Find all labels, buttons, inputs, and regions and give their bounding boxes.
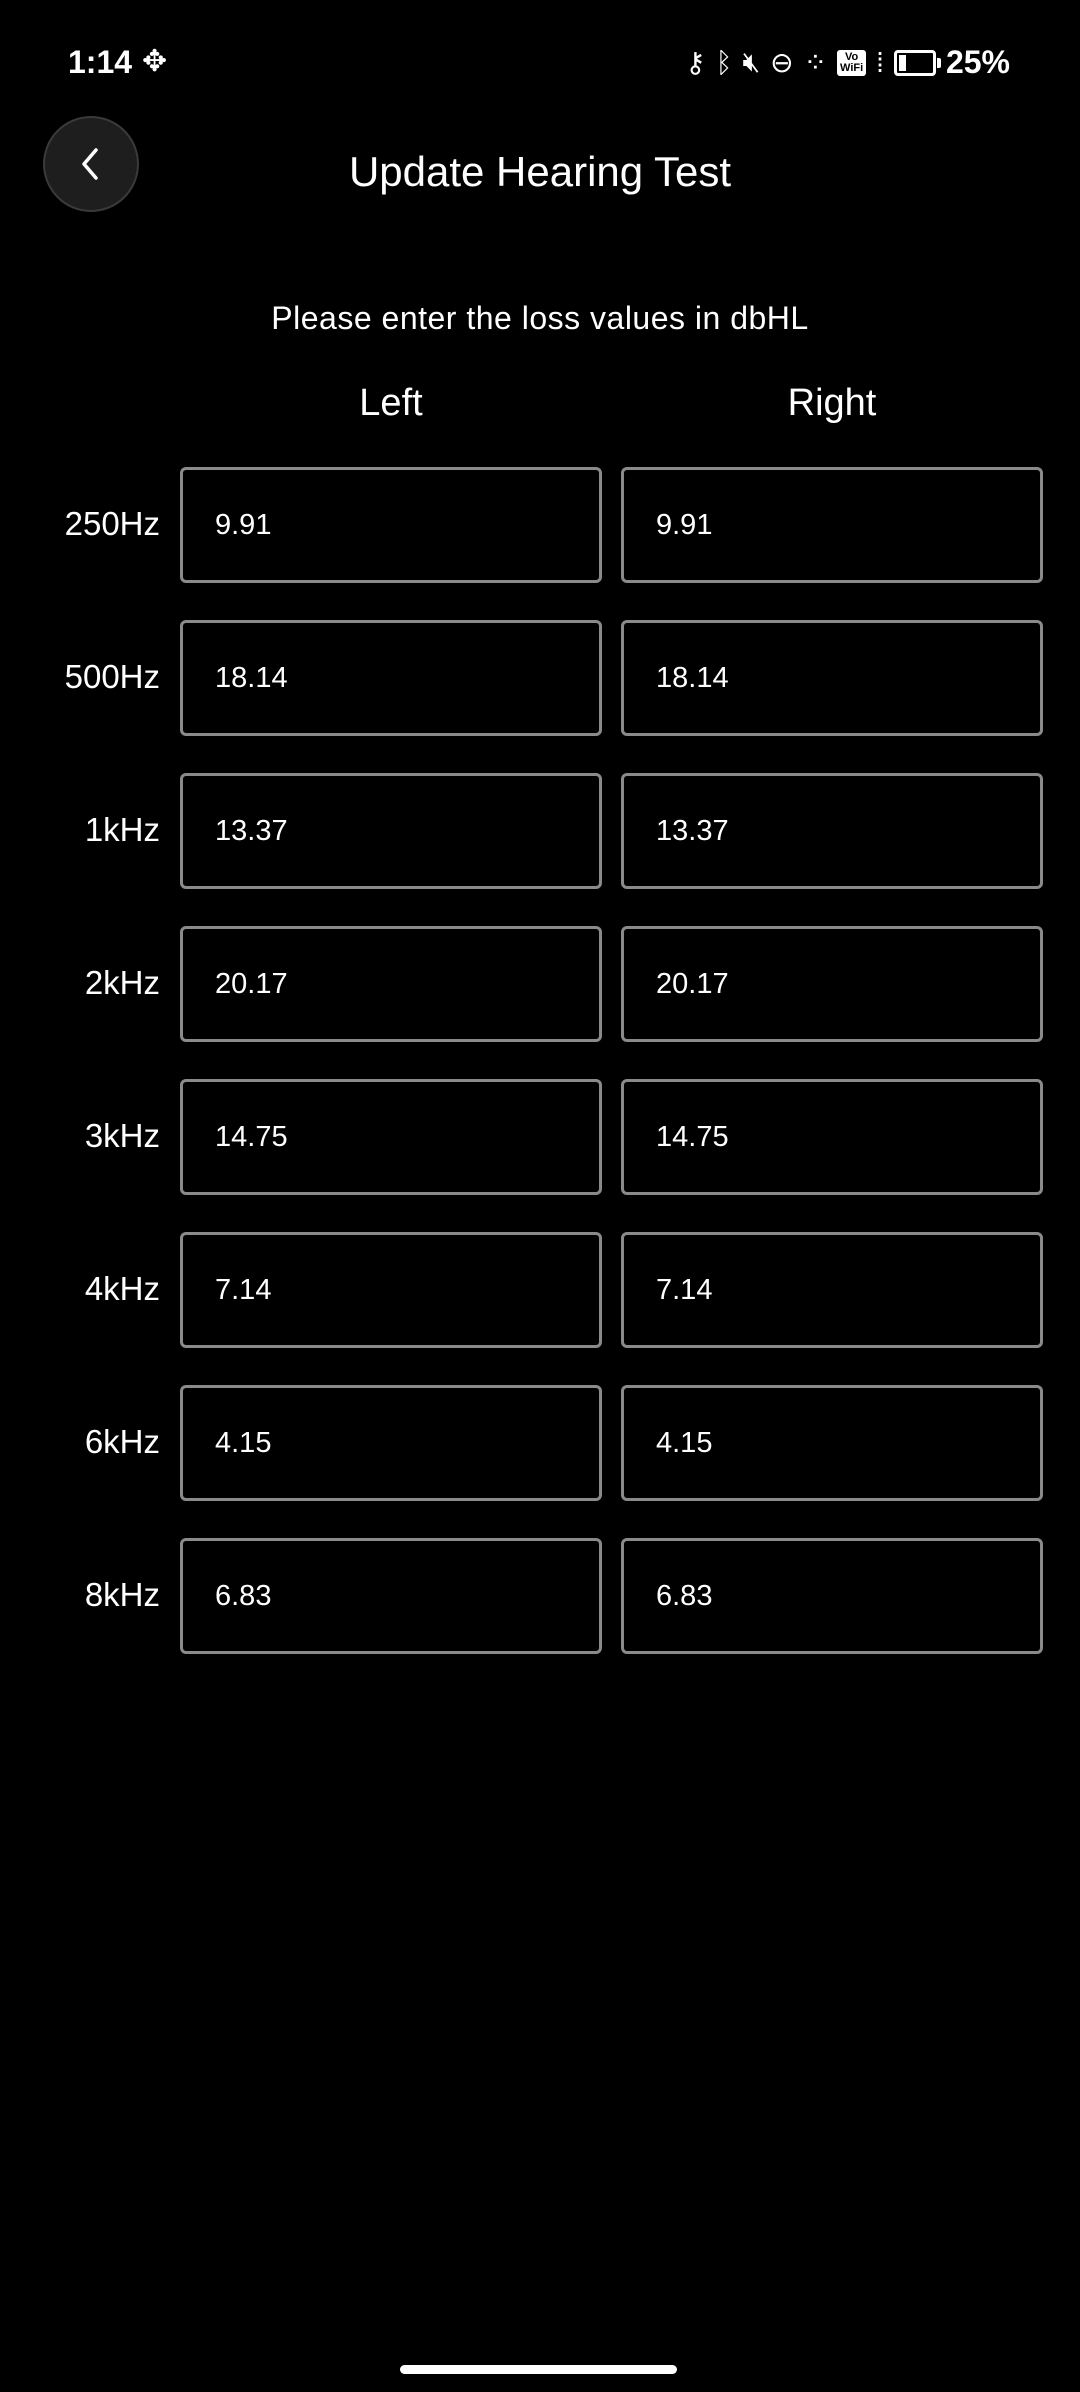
status-icons: ⚷ ᛒ 🔇︎ ⊖ ⁘ Vo WiFi ⁞ 25% <box>685 44 1010 81</box>
left-value-input[interactable]: 18.14 <box>180 620 602 736</box>
left-value-text: 18.14 <box>215 661 288 694</box>
right-value-input[interactable]: 9.91 <box>621 467 1043 583</box>
frequency-label: 3kHz <box>84 1117 160 1154</box>
frequency-row: 2kHz 20.17 20.17 <box>0 926 1080 1042</box>
frequency-label: 500Hz <box>64 658 160 695</box>
left-value-input[interactable]: 9.91 <box>180 467 602 583</box>
frequency-label: 250Hz <box>64 505 160 542</box>
frequency-row: 1kHz 13.37 13.37 <box>0 773 1080 889</box>
right-value-text: 13.37 <box>656 814 729 847</box>
instruction-text: Please enter the loss values in dbHL <box>271 300 809 336</box>
right-value-text: 9.91 <box>656 508 713 541</box>
mute-icon: 🔇︎ <box>742 46 761 77</box>
bluetooth-icon: ᛒ <box>715 46 733 78</box>
frequency-row: 4kHz 7.14 7.14 <box>0 1232 1080 1348</box>
status-time: 1:14 <box>68 44 133 80</box>
right-value-input[interactable]: 6.83 <box>621 1538 1043 1654</box>
signal-dots-icon: ⁘ <box>803 47 828 78</box>
right-value-input[interactable]: 4.15 <box>621 1385 1043 1501</box>
right-value-text: 20.17 <box>656 967 729 1000</box>
left-value-text: 6.83 <box>215 1579 272 1612</box>
left-value-input[interactable]: 7.14 <box>180 1232 602 1348</box>
left-value-text: 9.91 <box>215 508 272 541</box>
frequency-label: 8kHz <box>84 1576 160 1613</box>
notification-icon: ✥ <box>142 45 168 78</box>
frequency-row: 6kHz 4.15 4.15 <box>0 1385 1080 1501</box>
left-value-text: 13.37 <box>215 814 288 847</box>
frequency-row: 500Hz 18.14 18.14 <box>0 620 1080 736</box>
right-value-input[interactable]: 14.75 <box>621 1079 1043 1195</box>
left-column-header: Left <box>359 382 423 424</box>
vpn-key-icon: ⚷ <box>685 47 706 78</box>
left-value-text: 14.75 <box>215 1120 288 1153</box>
right-value-text: 6.83 <box>656 1579 713 1612</box>
right-value-input[interactable]: 18.14 <box>621 620 1043 736</box>
page-title: Update Hearing Test <box>348 148 732 195</box>
battery-percent: 25% <box>945 44 1010 80</box>
left-value-input[interactable]: 4.15 <box>180 1385 602 1501</box>
back-button[interactable] <box>43 116 139 212</box>
frequency-label: 6kHz <box>84 1423 160 1460</box>
frequency-label: 4kHz <box>84 1270 160 1307</box>
frequency-row: 250Hz 9.91 9.91 <box>0 467 1080 583</box>
left-value-input[interactable]: 14.75 <box>180 1079 602 1195</box>
frequency-label: 1kHz <box>84 811 160 848</box>
right-value-text: 18.14 <box>656 661 729 694</box>
left-value-text: 20.17 <box>215 967 288 1000</box>
left-value-input[interactable]: 13.37 <box>180 773 602 889</box>
right-value-text: 14.75 <box>656 1120 729 1153</box>
right-value-input[interactable]: 20.17 <box>621 926 1043 1042</box>
chevron-left-icon <box>82 148 98 180</box>
vowifi-icon: Vo WiFi <box>837 49 867 76</box>
frequency-row: 3kHz 14.75 14.75 <box>0 1079 1080 1195</box>
do-not-disturb-icon: ⊖ <box>770 47 794 78</box>
left-value-input[interactable]: 6.83 <box>180 1538 602 1654</box>
right-value-text: 7.14 <box>656 1273 713 1306</box>
status-bar: 1:14 ✥ ⚷ ᛒ 🔇︎ ⊖ ⁘ Vo WiFi ⁞ 25% <box>0 40 1080 90</box>
frequency-label: 2kHz <box>84 964 160 1001</box>
left-value-input[interactable]: 20.17 <box>180 926 602 1042</box>
right-column-header: Right <box>787 382 877 424</box>
cell-signal-icon: ⁞ <box>876 46 884 78</box>
left-value-text: 7.14 <box>215 1273 272 1306</box>
frequency-row: 8kHz 6.83 6.83 <box>0 1538 1080 1654</box>
home-indicator[interactable] <box>400 2365 677 2374</box>
battery-icon <box>893 49 941 76</box>
right-value-input[interactable]: 13.37 <box>621 773 1043 889</box>
right-value-input[interactable]: 7.14 <box>621 1232 1043 1348</box>
right-value-text: 4.15 <box>656 1426 713 1459</box>
left-value-text: 4.15 <box>215 1426 272 1459</box>
